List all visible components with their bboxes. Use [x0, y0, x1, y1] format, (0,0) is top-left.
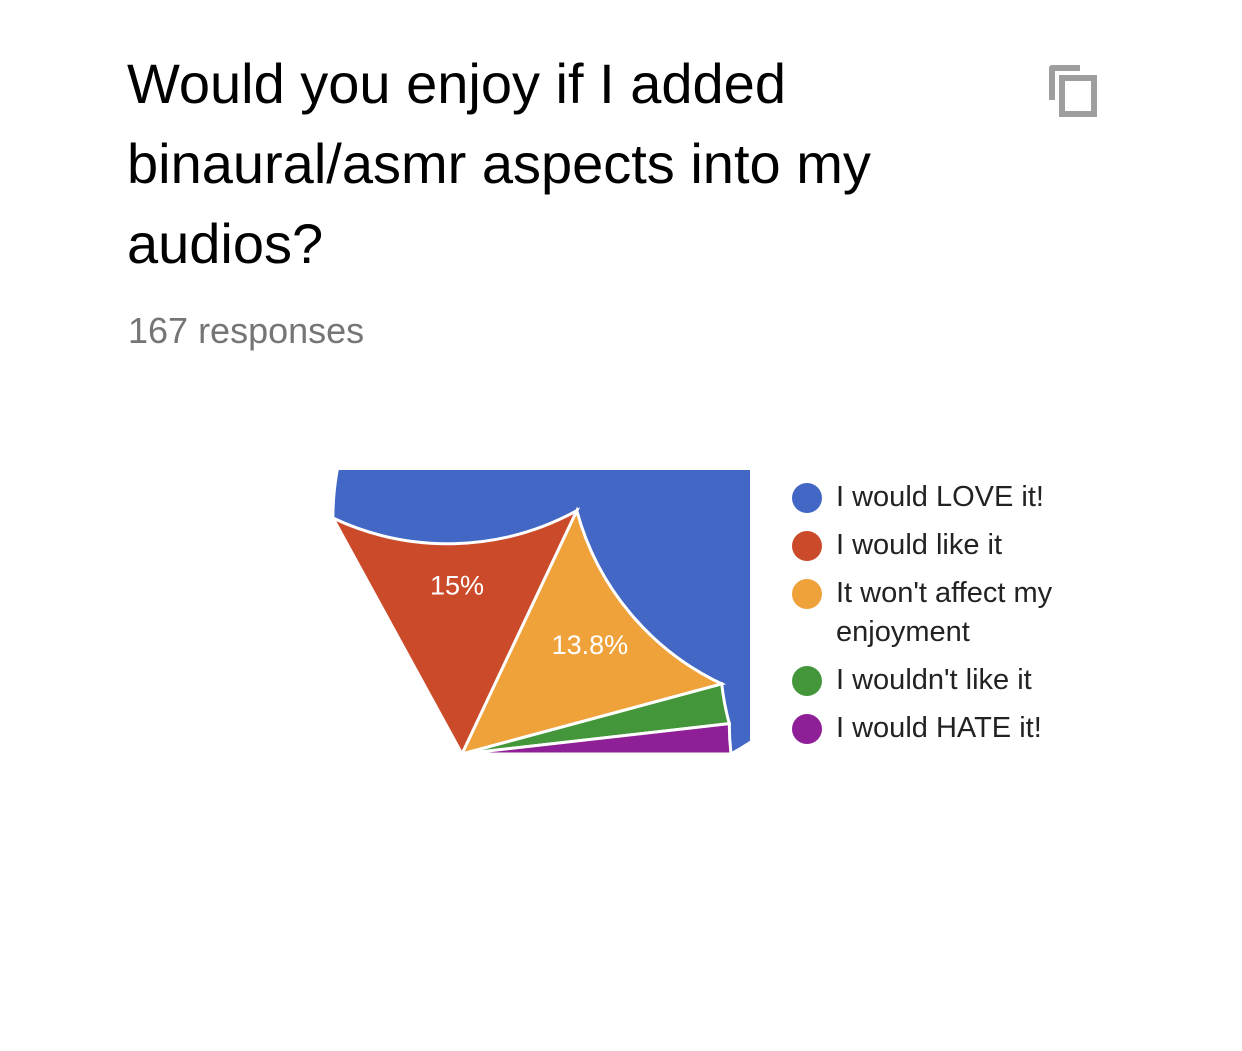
legend-label: It won't affect my enjoyment: [836, 577, 1053, 648]
legend-label: I would LOVE it!: [836, 481, 1044, 513]
copy-button[interactable]: [1040, 56, 1104, 120]
legend-item[interactable]: I would like it: [792, 526, 1212, 565]
legend-label: I wouldn't like it: [836, 664, 1032, 696]
pie-slice[interactable]: [461, 721, 733, 756]
legend-item[interactable]: It won't affect my enjoyment: [792, 574, 1212, 652]
legend-item[interactable]: I would LOVE it!: [792, 478, 1212, 517]
legend-label: I would like it: [836, 529, 1003, 561]
legend-label: I would HATE it!: [836, 712, 1042, 744]
legend-swatch: [792, 714, 822, 744]
legend-item[interactable]: I wouldn't like it: [792, 661, 1212, 700]
response-count: 167 responses: [128, 310, 365, 351]
legend-swatch: [792, 483, 822, 513]
slice-label: 15%: [430, 570, 484, 600]
slice-label: 67.1%: [339, 881, 416, 911]
legend-swatch: [792, 579, 822, 609]
legend-item[interactable]: I would HATE it!: [792, 709, 1212, 748]
pie-slice[interactable]: [459, 506, 727, 757]
pie-chart: 67.1% 15% 13.8%: [329, 470, 750, 911]
copy-icon: [1049, 65, 1097, 117]
legend-swatch: [792, 666, 822, 696]
chart-legend: I would LOVE it! I would like it It won't …: [792, 478, 1212, 757]
slice-label: 13.8%: [552, 630, 629, 660]
pie-slice[interactable]: [329, 507, 581, 758]
question-title: Would you enjoy if I added binaural/asmr…: [127, 52, 871, 275]
legend-swatch: [792, 531, 822, 561]
